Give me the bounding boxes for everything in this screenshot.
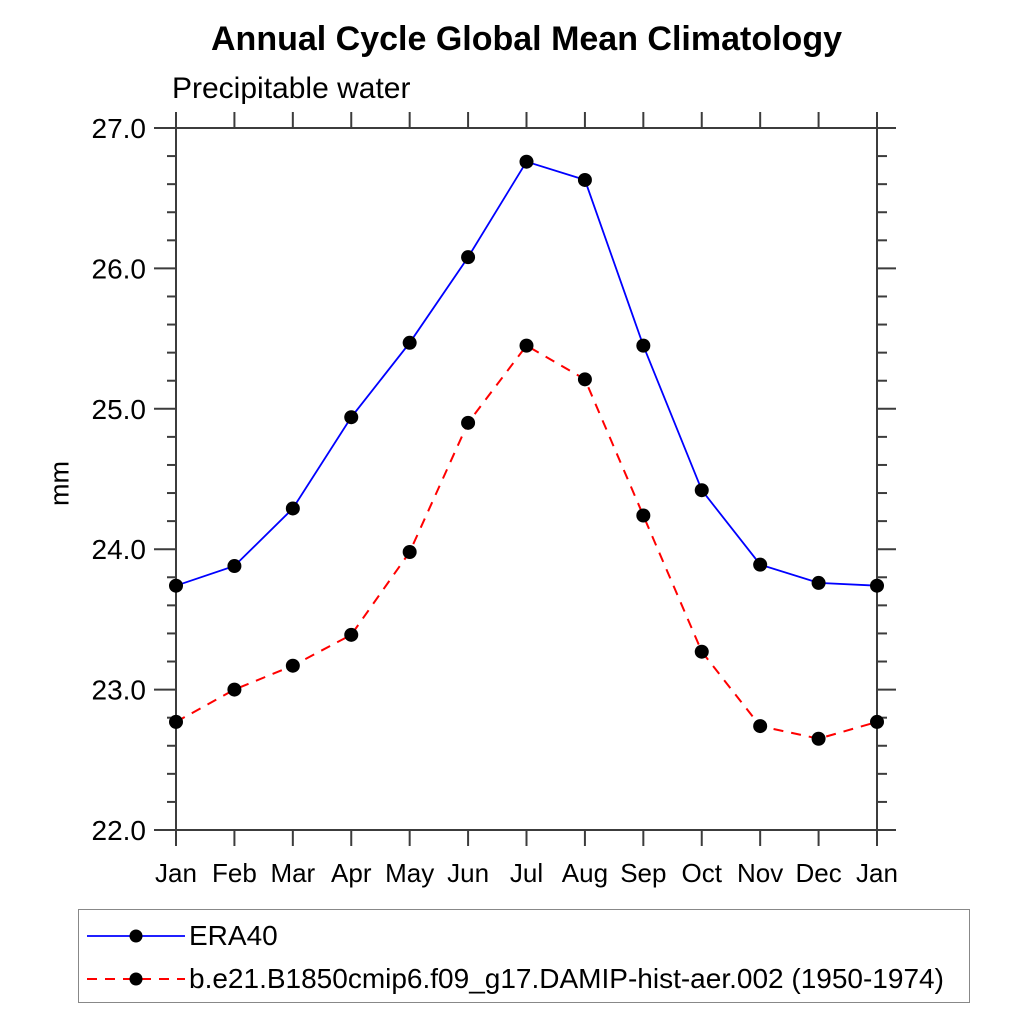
x-tick-label: Mar (270, 858, 315, 888)
y-tick-label: 26.0 (92, 253, 147, 284)
data-point-marker (870, 714, 884, 729)
data-point-marker (227, 682, 242, 697)
data-point-marker (636, 508, 651, 523)
data-point-marker (636, 338, 651, 353)
x-tick-label: Jan (155, 858, 197, 888)
data-point-marker (285, 501, 300, 516)
legend-item-model: b.e21.B1850cmip6.f09_g17.DAMIP-hist-aer.… (86, 958, 969, 1000)
y-tick-label: 22.0 (92, 815, 147, 846)
data-point-marker (169, 578, 183, 593)
data-point-marker (694, 644, 709, 659)
y-tick-label: 24.0 (92, 534, 147, 565)
legend: ERA40 b.e21.B1850cmip6.f09_g17.DAMIP-his… (78, 909, 970, 1003)
x-tick-label: Jul (510, 858, 543, 888)
data-point-marker (811, 575, 826, 590)
chart-title: Annual Cycle Global Mean Climatology (211, 20, 842, 58)
legend-line-sample-dashed (87, 972, 185, 986)
y-tick-label: 23.0 (92, 675, 147, 706)
data-point-marker (285, 658, 300, 673)
data-point-marker (519, 338, 534, 353)
data-point-marker (519, 154, 534, 169)
x-tick-label: Oct (682, 858, 723, 888)
y-tick-label: 25.0 (92, 394, 147, 425)
x-tick-label: Aug (562, 858, 608, 888)
data-point-marker (577, 372, 592, 387)
data-point-marker (402, 335, 417, 350)
y-tick-label: 27.0 (92, 113, 147, 144)
data-point-marker (227, 559, 242, 574)
x-tick-label: Nov (737, 858, 783, 888)
plot-frame (175, 127, 878, 831)
legend-label-model: b.e21.B1850cmip6.f09_g17.DAMIP-hist-aer.… (189, 963, 944, 995)
x-tick-label: May (385, 858, 434, 888)
data-point-marker (402, 545, 417, 560)
series-line-1 (175, 344, 878, 740)
data-point-marker (461, 415, 476, 430)
x-tick-label: Apr (331, 858, 372, 888)
data-point-marker (870, 578, 884, 593)
legend-marker-icon (129, 972, 143, 986)
x-tick-label: Feb (212, 858, 257, 888)
data-point-marker (461, 250, 476, 265)
legend-label-era40: ERA40 (189, 919, 278, 951)
x-tick-label: Dec (795, 858, 841, 888)
x-tick-label: Jun (447, 858, 489, 888)
data-point-marker (753, 719, 768, 734)
x-tick-label: Jan (856, 858, 898, 888)
data-point-marker (577, 172, 592, 187)
data-point-marker (344, 410, 359, 425)
legend-item-era40: ERA40 (86, 915, 969, 957)
legend-line-sample-solid (87, 929, 185, 943)
series-line-0 (175, 160, 878, 587)
data-point-marker (694, 483, 709, 498)
legend-marker-icon (129, 929, 143, 943)
data-point-marker (344, 627, 359, 642)
chart-subtitle: Precipitable water (172, 72, 411, 105)
data-point-marker (753, 557, 768, 572)
x-tick-label: Sep (620, 858, 666, 888)
data-point-marker (169, 714, 183, 729)
data-point-marker (811, 731, 826, 746)
